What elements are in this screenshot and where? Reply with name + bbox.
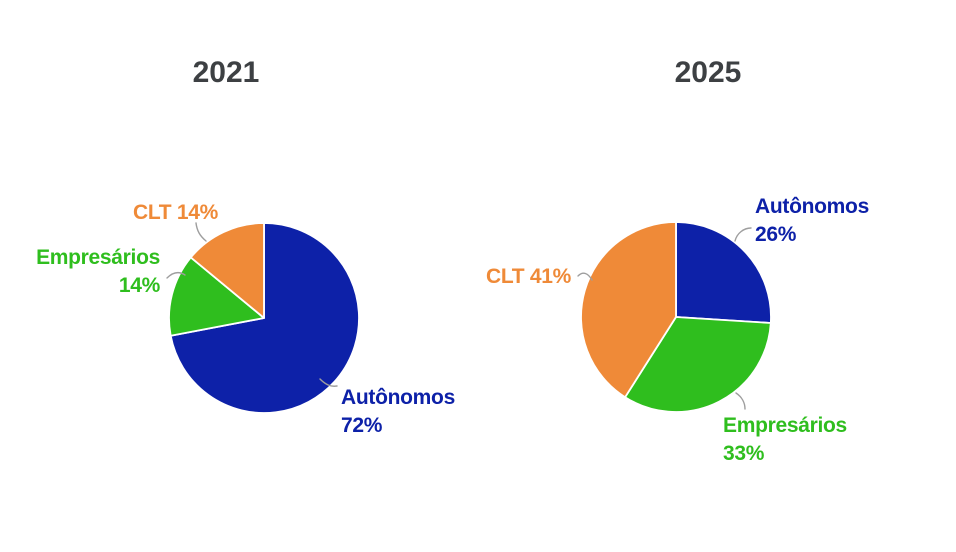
leader-line-autonomos xyxy=(734,227,752,242)
slice-label-clt: CLT 41% xyxy=(486,265,572,288)
leader-line-empresarios xyxy=(735,392,746,410)
leader-line-clt xyxy=(195,222,207,242)
pie-slice-clt xyxy=(189,222,265,319)
slice-label-empresarios: Empresários 14% xyxy=(36,246,161,297)
pie-slice-autonomos xyxy=(675,221,772,324)
slice-label-autonomos: Autônomos 72% xyxy=(341,386,455,437)
slice-label-empresarios: Empresários 33% xyxy=(723,414,847,465)
pie-slice-clt xyxy=(580,221,677,399)
chart-2025: 2025 Autônomos 26% Empresários 33% CLT 41% xyxy=(478,0,956,552)
pie-chart-2025: Autônomos 26% Empresários 33% CLT 41% xyxy=(486,195,869,465)
chart-title-2021: 2021 xyxy=(192,56,260,89)
pie-chart-2021: Autônomos 72% Empresários 14% CLT 14% xyxy=(36,201,455,437)
leader-line-autonomos xyxy=(319,378,338,387)
leader-line-clt xyxy=(577,272,593,281)
pie-slice-empresarios xyxy=(168,256,265,337)
leader-line-empresarios xyxy=(166,271,186,279)
slice-label-clt: CLT 14% xyxy=(133,201,219,224)
slice-label-autonomos: Autônomos 26% xyxy=(755,195,869,246)
chart-title-2025: 2025 xyxy=(674,56,742,89)
chart-2021: 2021 Autônomos 72% Empresários 14% CLT 14% xyxy=(36,56,455,437)
